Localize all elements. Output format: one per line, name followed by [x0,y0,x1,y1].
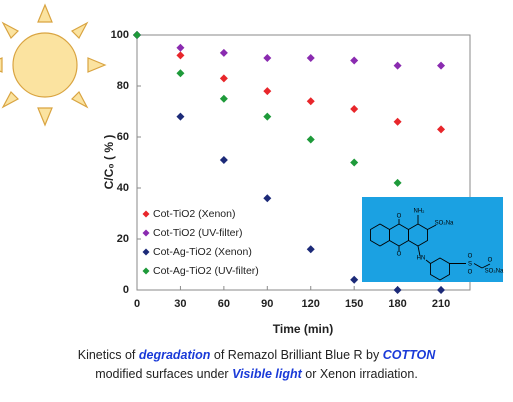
molecule-label: O [468,270,473,276]
data-point [350,104,359,113]
data-point [437,286,446,294]
y-tick-label: 0 [123,284,129,296]
molecule-label: S [468,262,472,268]
legend-marker [142,210,150,218]
data-point [133,31,141,39]
data-point [393,117,402,126]
x-tick-label: 30 [174,298,186,310]
data-point [176,69,185,78]
data-point [306,245,315,254]
molecule-label: SO₃Na [485,269,504,275]
caption: Kinetics of degradation of Remazol Brill… [0,346,513,384]
plot-frame [136,34,471,291]
data-point [350,56,359,65]
legend-label: Cot-Ag-TiO2 (UV-filter) [153,265,259,277]
caption-emphasis: degradation [138,348,211,362]
data-point [306,97,315,106]
legend-label: Cot-TiO2 (UV-filter) [153,227,242,239]
inset-background [362,197,503,282]
caption-emphasis: COTTON [382,348,436,362]
y-tick-label: 80 [117,80,129,92]
molecule-label: O [397,252,402,258]
caption-emphasis: Visible light [232,367,302,381]
chart: Time (min) C/C₀ ( % ) Cot-TiO2 (Xenon)Co… [0,3,504,336]
sun-icon [0,3,107,127]
x-tick-label: 120 [302,298,320,310]
data-point [393,61,402,70]
data-point [263,194,272,203]
data-point [219,94,228,103]
molecule-label: O [468,254,473,260]
molecule-bonds [370,215,491,281]
molecule-label: SO₃Na [435,221,454,227]
data-point [350,158,359,167]
y-tick-label: 40 [117,182,129,194]
legend-marker [142,248,150,256]
y-tick-label: 20 [117,233,129,245]
x-tick-label: 180 [388,298,406,310]
data-point [219,155,228,164]
data-point [263,112,272,121]
x-tick-label: 150 [345,298,363,310]
data-point [437,125,446,134]
y-tick-label: 60 [117,131,129,143]
legend-marker [142,229,150,237]
legend-label: Cot-TiO2 (Xenon) [153,208,235,220]
data-point [437,61,446,70]
data-point [176,51,185,60]
caption-text: of Remazol Brilliant Blue R by [210,348,383,362]
x-tick-label: 90 [261,298,273,310]
data-point [350,275,359,284]
data-point [393,178,402,187]
data-point [219,74,228,83]
data-point [263,53,272,62]
plot [133,31,446,294]
data-point [393,286,402,294]
caption-text: Kinetics of [77,348,139,362]
molecule-label: O [488,258,493,264]
data-point [176,112,185,121]
x-axis-label: Time (min) [273,322,333,336]
data-point [176,43,185,52]
y-axis-label: C/C₀ ( % ) [102,135,116,190]
x-tick-label: 210 [432,298,450,310]
molecule-label: O [397,214,402,220]
x-tick-label: 0 [134,298,140,310]
y-tick-label: 100 [111,29,129,41]
molecule-label: HN [417,256,426,262]
x-tick-label: 60 [218,298,230,310]
data-point [306,135,315,144]
caption-text: modified surfaces under [95,367,233,381]
molecule-label: NH₂ [414,209,426,215]
legend-marker [142,267,150,275]
legend: Cot-TiO2 (Xenon) Cot-TiO2 (UV-filter) Cot-… [142,208,259,277]
data-point [263,87,272,96]
data-point [219,48,228,57]
data-point [306,53,315,62]
legend-label: Cot-Ag-TiO2 (Xenon) [153,246,252,258]
caption-text: or Xenon irradiation. [301,367,418,381]
